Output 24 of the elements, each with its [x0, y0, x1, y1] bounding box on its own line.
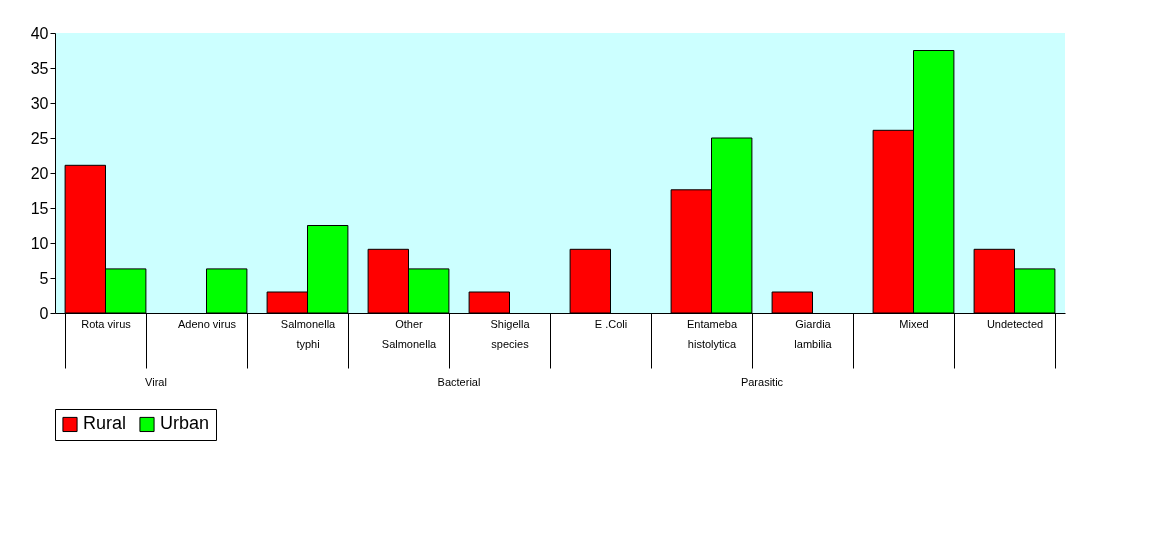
y-tick-label: 0: [39, 304, 49, 322]
y-tick-label: 35: [30, 59, 49, 77]
y-tick-label: 40: [30, 24, 49, 42]
y-tick-label: 5: [39, 269, 49, 287]
legend-label: Rural: [83, 413, 127, 434]
x-tick-label: Entameba histolytica: [686, 317, 738, 350]
y-tick-label: 25: [30, 129, 49, 147]
text: Bacterial: [437, 376, 481, 388]
x-tick-label: Giardia lambilia: [794, 317, 833, 350]
x-tick-label: Other Salmonella: [381, 317, 438, 350]
x-tick-label: Mixed: [899, 317, 929, 330]
legend-label: Urban: [160, 413, 210, 434]
x-tick-label: Shigella species: [490, 317, 531, 350]
x-tick-label: Adeno virus: [177, 317, 237, 330]
y-tick-label: 15: [30, 199, 49, 217]
text: Parasitic: [740, 376, 784, 388]
y-tick-label: 20: [30, 164, 49, 182]
x-tick-label: Salmonella typhi: [280, 317, 337, 350]
x-tick-label: Rota virus: [81, 317, 132, 330]
y-tick-label: 30: [30, 94, 49, 112]
x-tick-label: E .Coli: [594, 317, 628, 330]
text: Viral: [145, 376, 167, 388]
y-tick-label: 10: [30, 234, 49, 252]
x-tick-label: Undetected: [986, 317, 1044, 330]
